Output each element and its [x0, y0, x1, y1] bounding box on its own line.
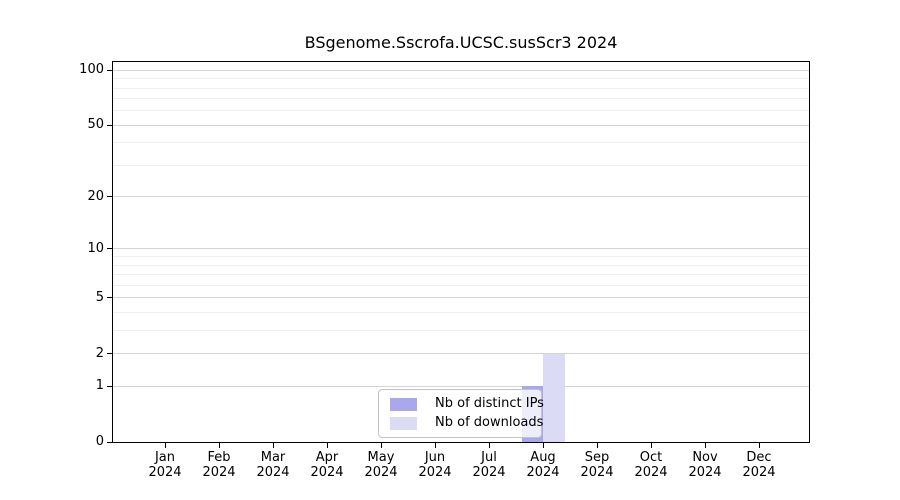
x-label-year: 2024 — [364, 465, 398, 480]
y-tick-label-50: 50 — [87, 117, 104, 133]
gridline-minor-6 — [113, 284, 809, 286]
x-tick-label-oct: Oct 2024 — [623, 450, 679, 480]
downloads-swatch — [390, 416, 417, 430]
x-label-month: Apr — [315, 450, 339, 465]
x-label-year: 2024 — [688, 465, 722, 480]
x-tick-label-jul: Jul 2024 — [461, 450, 517, 480]
x-label-year: 2024 — [148, 465, 182, 480]
x-tick-label-dec: Dec 2024 — [731, 450, 787, 480]
x-label-year: 2024 — [256, 465, 290, 480]
gridline-major-50 — [113, 124, 809, 126]
legend-label-downloads: Nb of downloads — [435, 415, 544, 430]
x-tick-oct — [650, 443, 652, 448]
gridline-minor-60 — [113, 110, 809, 112]
x-label-month: Mar — [260, 450, 286, 465]
x-label-month: Oct — [639, 450, 663, 465]
x-tick-dec — [758, 443, 760, 448]
x-label-month: Nov — [692, 450, 718, 465]
legend: Nb of distinct IPs Nb of downloads — [378, 389, 544, 438]
x-tick-label-apr: Apr 2024 — [299, 450, 355, 480]
x-tick-aug — [542, 443, 544, 448]
gridline-minor-80 — [113, 87, 809, 89]
x-tick-label-jan: Jan 2024 — [137, 450, 193, 480]
x-tick-nov — [704, 443, 706, 448]
x-tick-apr — [326, 443, 328, 448]
gridline-minor-70 — [113, 98, 809, 100]
x-tick-label-mar: Mar 2024 — [245, 450, 301, 480]
gridline-minor-9 — [113, 256, 809, 258]
x-tick-jun — [434, 443, 436, 448]
legend-item-distinct-ips: Nb of distinct IPs — [379, 396, 544, 411]
y-tick-label-1: 1 — [95, 378, 104, 394]
x-label-year: 2024 — [310, 465, 344, 480]
x-label-month: Jan — [154, 450, 176, 465]
gridline-minor-90 — [113, 78, 809, 80]
distinct-ips-swatch — [390, 397, 417, 411]
gridline-major-1 — [113, 385, 809, 387]
x-tick-label-aug: Aug 2024 — [515, 450, 571, 480]
x-tick-may — [380, 443, 382, 448]
legend-item-downloads: Nb of downloads — [379, 415, 544, 430]
x-label-month: Aug — [530, 450, 556, 465]
x-label-year: 2024 — [472, 465, 506, 480]
x-tick-label-nov: Nov 2024 — [677, 450, 733, 480]
x-label-month: Feb — [207, 450, 231, 465]
bar-nb-of-downloads-aug — [543, 353, 565, 442]
x-tick-label-feb: Feb 2024 — [191, 450, 247, 480]
x-tick-sep — [596, 443, 598, 448]
x-tick-jul — [488, 443, 490, 448]
x-label-year: 2024 — [526, 465, 560, 480]
x-label-month: Dec — [746, 450, 772, 465]
x-label-year: 2024 — [634, 465, 668, 480]
gridline-minor-3 — [113, 329, 809, 331]
x-tick-label-jun: Jun 2024 — [407, 450, 463, 480]
gridline-minor-30 — [113, 164, 809, 166]
x-label-month: Jul — [481, 450, 497, 465]
x-label-month: May — [367, 450, 395, 465]
x-label-year: 2024 — [580, 465, 614, 480]
legend-label-distinct-ips: Nb of distinct IPs — [435, 396, 544, 411]
gridline-minor-7 — [113, 274, 809, 276]
y-tick-label-5: 5 — [95, 289, 104, 305]
gridline-major-20 — [113, 196, 809, 198]
plot-inner — [113, 62, 809, 442]
x-label-year: 2024 — [418, 465, 452, 480]
x-label-month: Jun — [424, 450, 446, 465]
y-tick-label-0: 0 — [95, 434, 104, 449]
x-tick-jan — [164, 443, 166, 448]
gridline-major-10 — [113, 248, 809, 250]
x-label-year: 2024 — [742, 465, 776, 480]
gridline-major-5 — [113, 297, 809, 299]
x-tick-label-sep: Sep 2024 — [569, 450, 625, 480]
x-tick-label-may: May 2024 — [353, 450, 409, 480]
chart-title: BSgenome.Sscrofa.UCSC.susScr3 2024 — [304, 33, 618, 52]
gridline-minor-4 — [113, 311, 809, 313]
gridline-major-2 — [113, 353, 809, 355]
y-tick-label-10: 10 — [87, 240, 104, 256]
y-tick-label-2: 2 — [95, 345, 104, 361]
plot-area — [112, 61, 810, 443]
x-label-year: 2024 — [202, 465, 236, 480]
x-label-month: Sep — [584, 450, 610, 465]
gridline-major-100 — [113, 69, 809, 71]
y-tick-label-100: 100 — [79, 62, 104, 78]
gridline-minor-8 — [113, 264, 809, 266]
x-tick-mar — [272, 443, 274, 448]
x-tick-feb — [218, 443, 220, 448]
gridline-minor-40 — [113, 142, 809, 144]
y-tick-label-20: 20 — [87, 188, 104, 204]
